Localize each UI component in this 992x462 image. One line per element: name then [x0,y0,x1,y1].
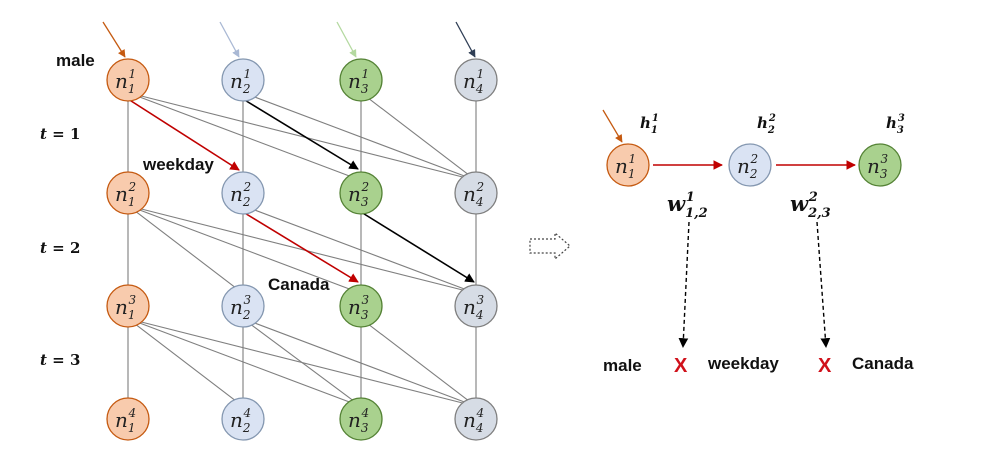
gray-edge [127,205,477,294]
h-label-2: h22 [757,113,776,136]
svg-text:n12: n12 [115,180,136,209]
node-n4-2: n42 [454,171,498,215]
svg-text:n22: n22 [737,152,758,181]
gray-edge [242,318,362,407]
dashed-arrow-1 [678,221,690,348]
x-mark-2: X [818,355,832,377]
svg-text:n11: n11 [615,152,636,181]
node-n2-2: n22 [221,171,265,215]
gray-edge [242,92,477,181]
left-graph: n11 n21 n31 n41 n12 n22 n32 n42 n13 n23 n33 n43 n14 n… [40,21,498,441]
node-n2-4: n24 [221,397,265,441]
gray-edge [360,318,477,407]
red-edge-2 [242,211,359,283]
input-arrow-col3 [336,21,357,58]
right-node-1: n11 [606,143,650,187]
right-nodes: n11 n22 n33 [606,143,902,187]
svg-text:n23: n23 [230,293,252,322]
svg-text:n43: n43 [463,293,485,322]
gray-edge [242,318,477,407]
gray-edge [127,205,362,294]
svg-text:n21: n21 [230,67,251,96]
gray-edge [242,205,477,294]
svg-text:n32: n32 [348,180,369,209]
weight-label-1: w1,21 [667,190,708,221]
svg-text:n44: n44 [463,406,484,435]
gray-edge [127,92,362,181]
label-male: male [56,51,95,70]
red-edge-1 [127,98,240,171]
right-input-arrow [602,109,623,143]
label-weekday: weekday [142,155,214,174]
black-edge-1 [242,98,359,170]
gray-edge [127,318,244,407]
gray-edge [360,92,477,181]
node-n1-3: n13 [106,284,150,328]
time-label-3: t = 3 [40,351,80,369]
right-node-2: n22 [728,143,772,187]
gray-edge [127,92,477,181]
node-n3-3: n33 [339,284,383,328]
node-n3-1: n31 [339,58,383,102]
node-n1-1: n11 [106,58,150,102]
input-arrow-col4 [455,21,476,58]
svg-text:n33: n33 [867,152,889,181]
node-n2-3: n23 [221,284,265,328]
term-weekday: weekday [707,354,779,373]
x-mark-1: X [674,355,688,377]
dashed-arrow-2 [816,221,831,348]
input-arrow-col1 [102,21,126,58]
svg-text:n13: n13 [115,293,137,322]
svg-text:n22: n22 [230,180,251,209]
svg-text:n33: n33 [348,293,370,322]
h-label-1: h11 [640,113,659,136]
node-n3-2: n32 [339,171,383,215]
term-male: male [603,356,642,375]
black-edge-2 [360,211,475,283]
node-n1-2: n12 [106,171,150,215]
gray-edge [127,318,362,407]
right-graph: n11 n22 n33 h11 h22 h33 w1,21 w2,32 male X… [602,109,914,377]
time-label-2: t = 2 [40,239,80,257]
term-canada: Canada [852,354,914,373]
left-nodes: n11 n21 n31 n41 n12 n22 n32 n42 n13 n23 n33 n43 n14 n… [106,58,498,441]
input-arrow-col2 [219,21,240,58]
node-n2-1: n21 [221,58,265,102]
svg-text:n41: n41 [463,67,484,96]
svg-text:n34: n34 [348,406,369,435]
node-n1-4: n14 [106,397,150,441]
svg-text:n11: n11 [115,67,136,96]
transform-arrow [529,231,571,261]
node-n3-4: n34 [339,397,383,441]
gray-edge [127,205,244,294]
h-label-3: h33 [886,113,905,136]
time-label-1: t = 1 [40,125,80,143]
right-node-3: n33 [858,143,902,187]
svg-text:n42: n42 [463,180,484,209]
label-canada: Canada [268,275,330,294]
svg-text:n31: n31 [348,67,369,96]
node-n4-1: n41 [454,58,498,102]
weight-label-2: w2,32 [790,190,831,221]
left-edges [127,92,477,407]
svg-text:n14: n14 [115,406,136,435]
svg-text:n24: n24 [230,406,251,435]
node-n4-3: n43 [454,284,498,328]
node-n4-4: n44 [454,397,498,441]
